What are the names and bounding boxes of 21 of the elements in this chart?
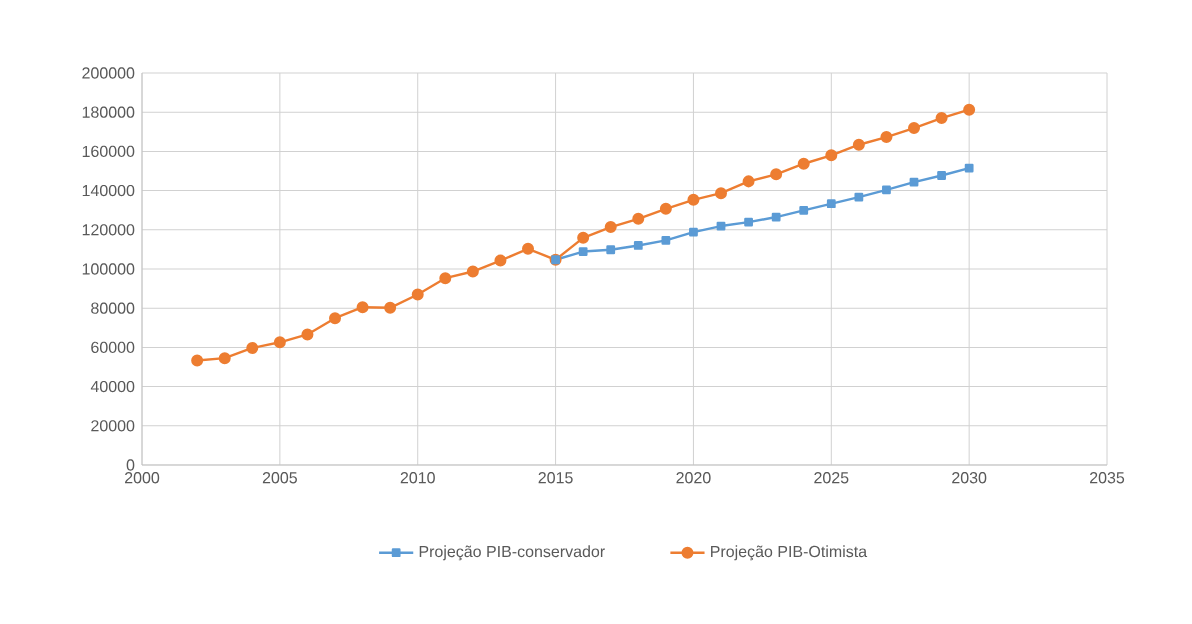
x-tick-label: 2010 [400, 472, 435, 484]
y-tick-label: 120000 [82, 224, 135, 236]
y-tick-label: 160000 [82, 145, 135, 158]
x-tick-label: 2020 [676, 472, 711, 484]
y-tick-label: 140000 [82, 184, 135, 197]
x-tick-label: 2030 [952, 472, 987, 484]
y-tick-label: 180000 [82, 106, 135, 118]
x-tick-label: 2000 [125, 472, 160, 484]
legend-label: Projeção PIB-Otimista [711, 545, 868, 561]
y-tick-label: 20000 [91, 420, 135, 432]
x-tick-label: 2005 [262, 472, 297, 484]
legend-label: Projeção PIB-conservador [419, 545, 605, 561]
y-tick-label: 40000 [90, 380, 135, 393]
x-tick-label: 2015 [538, 472, 573, 484]
y-tick-label: 0 [126, 459, 135, 471]
y-tick-label: 100000 [82, 263, 135, 275]
y-tick-label: 200000 [82, 67, 135, 79]
y-tick-label: 80000 [91, 302, 135, 314]
x-tick-label: 2025 [814, 472, 849, 484]
y-tick-label: 60000 [91, 341, 135, 354]
x-tick-label: 2035 [1090, 472, 1125, 484]
